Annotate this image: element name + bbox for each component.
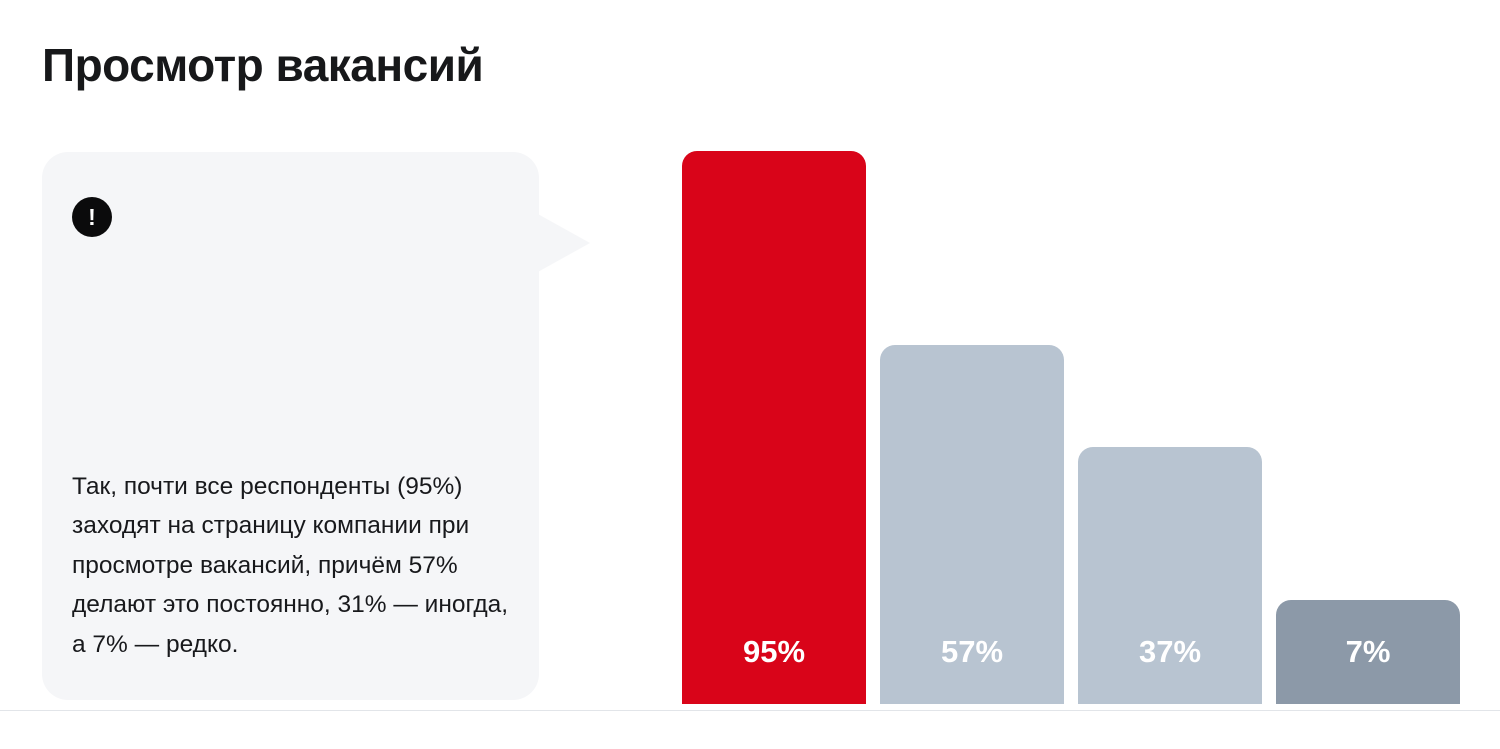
bar: 57% — [880, 345, 1064, 704]
bar-value-label: 57% — [940, 634, 1004, 669]
bar: 7% — [1276, 600, 1460, 704]
bar: 37% — [1078, 447, 1262, 704]
bar-chart: 95% 57% 37% 7% — [682, 151, 1460, 704]
bottom-divider — [0, 710, 1500, 711]
callout-tail-icon — [536, 213, 590, 273]
callout-card: ! Так, почти все респонденты (95%) заход… — [42, 152, 539, 700]
bar-value-label: 37% — [1138, 634, 1202, 669]
callout-text: Так, почти все респонденты (95%) заходят… — [72, 472, 509, 658]
bar-value-label: 95% — [742, 634, 806, 669]
exclamation-icon: ! — [72, 197, 112, 237]
bar-value-label: 7% — [1345, 634, 1391, 669]
page-title: Просмотр вакансий — [42, 39, 484, 91]
bar: 95% — [682, 151, 866, 704]
